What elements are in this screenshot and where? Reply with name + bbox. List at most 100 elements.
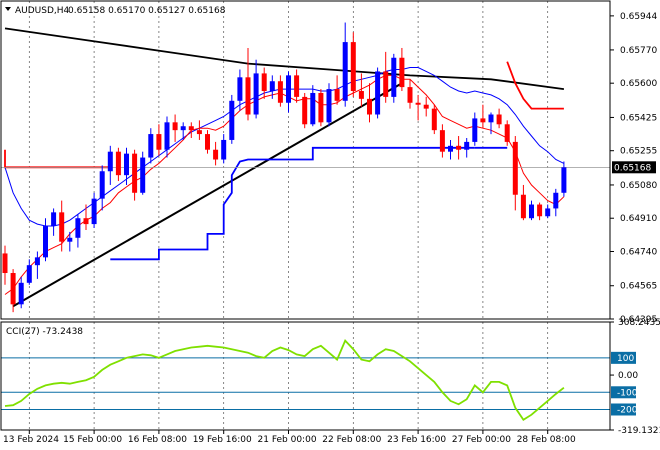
candle-body	[439, 130, 445, 152]
candle-body	[415, 102, 421, 105]
cci-tick-label: 100	[617, 354, 634, 364]
candle-body	[464, 141, 470, 150]
candle-body	[132, 153, 138, 193]
candle-body	[18, 282, 24, 305]
blue-stop-line	[110, 146, 475, 261]
candle-body	[448, 145, 453, 152]
red-stop-line	[506, 61, 564, 110]
candle-body	[358, 91, 364, 99]
price-tick-label: 0.65255	[620, 147, 657, 157]
candle-body	[286, 75, 291, 103]
price-tick-label: 0.65944	[620, 12, 657, 22]
cci-tick-label: -200	[617, 405, 638, 415]
candle-body	[83, 218, 89, 225]
candle-body	[480, 118, 486, 123]
candle-body	[99, 171, 105, 199]
candle-body	[34, 257, 40, 266]
candle-body	[107, 151, 113, 172]
candle-body	[391, 57, 397, 97]
time-tick-label: 27 Feb 00:00	[452, 435, 511, 445]
time-axis: 13 Feb 2024 15 Feb 00:00 16 Feb 08:00 19 Fe…	[3, 430, 576, 445]
price-tick-label: 0.64910	[620, 214, 657, 224]
price-overlays	[1, 27, 610, 308]
candle-body	[520, 194, 526, 219]
candle-body	[10, 273, 16, 305]
candle-body	[367, 98, 372, 115]
candle-body	[115, 151, 121, 176]
candle-body	[261, 73, 267, 92]
cci-line	[4, 338, 565, 422]
price-tick-label: 0.65080	[620, 181, 657, 191]
price-tick-label: 0.64395	[620, 315, 657, 325]
time-tick-label: 19 Feb 16:00	[193, 435, 252, 445]
candle-body	[164, 122, 170, 150]
candle-body	[2, 253, 8, 274]
candle-body	[188, 126, 194, 131]
candle-body	[229, 100, 235, 140]
candle-body	[529, 204, 534, 219]
cci-label: CCI(27) -73.2438	[6, 327, 83, 337]
candles	[2, 22, 567, 313]
candle-body	[496, 114, 502, 125]
cci-level-lines	[1, 357, 610, 410]
cci-series	[4, 338, 565, 422]
time-tick-label: 28 Feb 08:00	[517, 435, 576, 445]
symbol-label: AUDUSD,H4	[15, 6, 70, 16]
candle-body	[148, 134, 154, 158]
candle-body	[196, 130, 202, 135]
candle-body	[350, 42, 356, 92]
cci-level-badge	[611, 403, 636, 416]
time-tick-label: 13 Feb 2024	[3, 435, 59, 445]
candle-body	[318, 92, 324, 123]
candle-body	[140, 157, 146, 193]
ma-fast-line	[4, 74, 565, 295]
candle-body	[294, 75, 300, 97]
candle-body	[537, 204, 543, 217]
cci-level-badge	[611, 386, 636, 399]
candle-body	[180, 126, 186, 131]
cci-tick-label: -319.1321	[618, 426, 660, 436]
candle-body	[326, 89, 332, 123]
candle-body	[342, 42, 348, 101]
candle-body	[375, 71, 381, 115]
cci-panel-frame	[0, 321, 611, 431]
candle-body	[456, 145, 462, 150]
candle-body	[488, 114, 494, 123]
time-tick-label: 21 Feb 00:00	[258, 435, 317, 445]
current-price-text: 0.65168	[614, 163, 651, 173]
cci-tick-label: -100	[617, 388, 638, 398]
candle-body	[59, 212, 65, 242]
candle-body	[399, 57, 405, 88]
ma-long-line	[4, 27, 565, 90]
time-tick-label: 16 Feb 08:00	[128, 435, 187, 445]
candle-body	[172, 122, 178, 131]
candle-body	[383, 71, 389, 97]
collapse-arrow-icon[interactable]	[5, 7, 11, 11]
price-tick-label: 0.65425	[620, 113, 657, 123]
time-tick-label: 15 Feb 00:00	[63, 435, 122, 445]
candle-body	[156, 134, 162, 150]
candle-body	[43, 226, 48, 258]
price-tick-label: 0.65770	[620, 46, 657, 56]
price-tick-label: 0.64740	[620, 247, 657, 257]
candle-body	[545, 208, 551, 217]
candle-body	[302, 96, 308, 125]
candle-body	[553, 192, 559, 209]
candle-body	[221, 139, 227, 160]
cci-level-badge	[611, 351, 636, 364]
grid-lines	[28, 1, 549, 430]
cci-axis: 308.2435 100 0.00 -100 -200 -319.1321	[610, 318, 660, 436]
candle-body	[245, 77, 251, 115]
candle-body	[75, 218, 81, 238]
current-price-badge: 0.65168	[612, 161, 656, 174]
candle-body	[310, 92, 316, 125]
candle-body	[561, 167, 567, 193]
candle-body	[205, 134, 210, 150]
price-tick-label: 0.64565	[620, 282, 657, 292]
price-tick-label: 0.65600	[620, 79, 657, 89]
candle-body	[334, 89, 340, 101]
candle-body	[504, 124, 510, 142]
cci-tick-label: 0.00	[618, 371, 638, 381]
candle-body	[269, 81, 275, 92]
